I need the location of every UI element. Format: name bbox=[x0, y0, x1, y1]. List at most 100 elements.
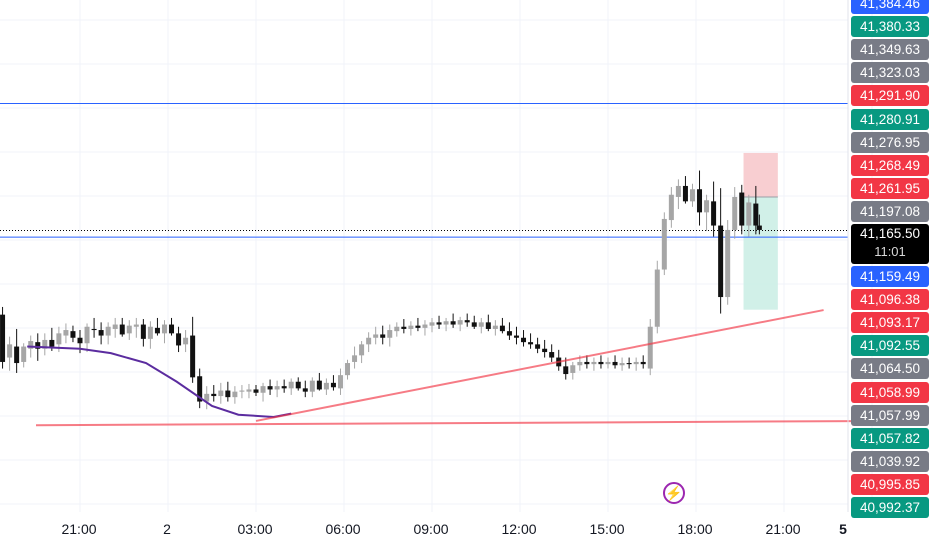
time-tick-label: 15:00 bbox=[589, 521, 625, 537]
candle-body bbox=[605, 361, 611, 365]
candle-body bbox=[612, 361, 618, 366]
moving-average bbox=[27, 345, 292, 418]
candle-body bbox=[119, 324, 125, 335]
candle-body bbox=[739, 192, 745, 226]
candle-body bbox=[633, 361, 639, 365]
position-stop-zone[interactable] bbox=[743, 152, 778, 197]
candle-body bbox=[112, 324, 118, 329]
candle-body bbox=[154, 327, 160, 334]
candle-body bbox=[626, 363, 632, 365]
candle-body bbox=[464, 320, 470, 323]
candle-body bbox=[56, 333, 62, 345]
time-tick-label: 5 bbox=[839, 521, 847, 537]
candle-body bbox=[28, 341, 34, 349]
price-label: 41,280.91 bbox=[851, 108, 929, 130]
candle-body bbox=[183, 337, 189, 345]
price-label: 41,159.49 bbox=[851, 266, 929, 287]
price-label: 41,268.49 bbox=[851, 154, 929, 176]
time-tick-label: 2 bbox=[163, 521, 171, 537]
grid bbox=[0, 0, 873, 512]
price-label: 41,276.95 bbox=[851, 131, 929, 153]
candle-body bbox=[147, 326, 153, 339]
candle-body bbox=[704, 200, 710, 213]
candle-body bbox=[499, 325, 505, 332]
candle-body bbox=[443, 321, 449, 325]
candle-body bbox=[21, 346, 27, 362]
time-tick-label: 06:00 bbox=[325, 521, 361, 537]
candle-body bbox=[513, 335, 519, 338]
candles bbox=[0, 170, 762, 410]
candle-body bbox=[718, 225, 724, 298]
price-label: 40,995.85 bbox=[851, 473, 929, 495]
candle-body bbox=[211, 393, 217, 397]
candle-body bbox=[330, 382, 336, 388]
candle-body bbox=[126, 325, 132, 334]
candle-body bbox=[415, 325, 421, 328]
candle-body bbox=[661, 218, 667, 270]
candle-body bbox=[570, 365, 576, 373]
candle-body bbox=[682, 185, 688, 202]
time-tick-label: 12:00 bbox=[501, 521, 537, 537]
candle-body bbox=[190, 335, 196, 378]
candle-body bbox=[711, 201, 717, 226]
candle-body bbox=[105, 326, 111, 336]
current-price-badge: 41,165.50 11:01 bbox=[851, 224, 929, 264]
candle-body bbox=[260, 386, 266, 393]
price-label: 41,323.03 bbox=[851, 62, 929, 84]
moving-average-line bbox=[27, 345, 292, 418]
candle-body bbox=[450, 321, 456, 325]
candle-body bbox=[457, 320, 463, 325]
time-tick-label: 21:00 bbox=[765, 521, 801, 537]
candle-body bbox=[654, 269, 660, 327]
price-label: 41,380.33 bbox=[851, 16, 929, 38]
price-label: 41,058.99 bbox=[851, 381, 929, 403]
candle-body bbox=[366, 337, 372, 345]
price-label: 41,096.38 bbox=[851, 289, 929, 311]
candle-body bbox=[528, 342, 534, 345]
trend-line[interactable] bbox=[35, 419, 886, 427]
candle-body bbox=[352, 355, 358, 362]
price-label: 41,197.08 bbox=[851, 200, 929, 222]
candle-body bbox=[429, 322, 435, 326]
candle-body bbox=[380, 334, 386, 338]
candle-body bbox=[756, 225, 762, 230]
trend-lines[interactable] bbox=[35, 309, 886, 427]
candle-body bbox=[732, 196, 738, 230]
candle-body bbox=[584, 361, 590, 365]
price-label: 41,057.82 bbox=[851, 427, 929, 449]
time-tick-label: 03:00 bbox=[237, 521, 273, 537]
trend-line[interactable] bbox=[255, 309, 824, 422]
candle-body bbox=[98, 330, 104, 336]
candle-body bbox=[675, 185, 681, 197]
candle-body bbox=[668, 194, 674, 221]
candle-body bbox=[239, 390, 245, 392]
candle-body bbox=[535, 344, 541, 349]
time-tick-label: 21:00 bbox=[61, 521, 97, 537]
price-label: 41,064.50 bbox=[851, 358, 929, 380]
price-label: 41,261.95 bbox=[851, 177, 929, 199]
candle-body bbox=[309, 380, 315, 392]
candle-body bbox=[471, 322, 477, 327]
candle-body bbox=[753, 203, 759, 226]
candle-body bbox=[225, 390, 231, 398]
price-label: 41,349.63 bbox=[851, 39, 929, 61]
candle-body bbox=[323, 382, 329, 390]
candle-body bbox=[91, 328, 97, 331]
candle-body bbox=[267, 386, 273, 390]
lightning-alert-icon[interactable]: ⚡ bbox=[663, 482, 685, 504]
time-tick-label: 09:00 bbox=[413, 521, 449, 537]
candle-body bbox=[35, 342, 41, 349]
candle-body bbox=[281, 386, 287, 389]
horizontal-lines[interactable] bbox=[0, 103, 848, 238]
candle-body bbox=[640, 361, 646, 365]
candle-body bbox=[492, 325, 498, 329]
candle-body bbox=[401, 326, 407, 329]
candle-body bbox=[577, 361, 583, 366]
price-label: 41,039.92 bbox=[851, 450, 929, 472]
candle-body bbox=[746, 202, 752, 226]
candle-body bbox=[295, 381, 301, 389]
candle-body bbox=[176, 333, 182, 346]
candle-body bbox=[302, 388, 308, 392]
